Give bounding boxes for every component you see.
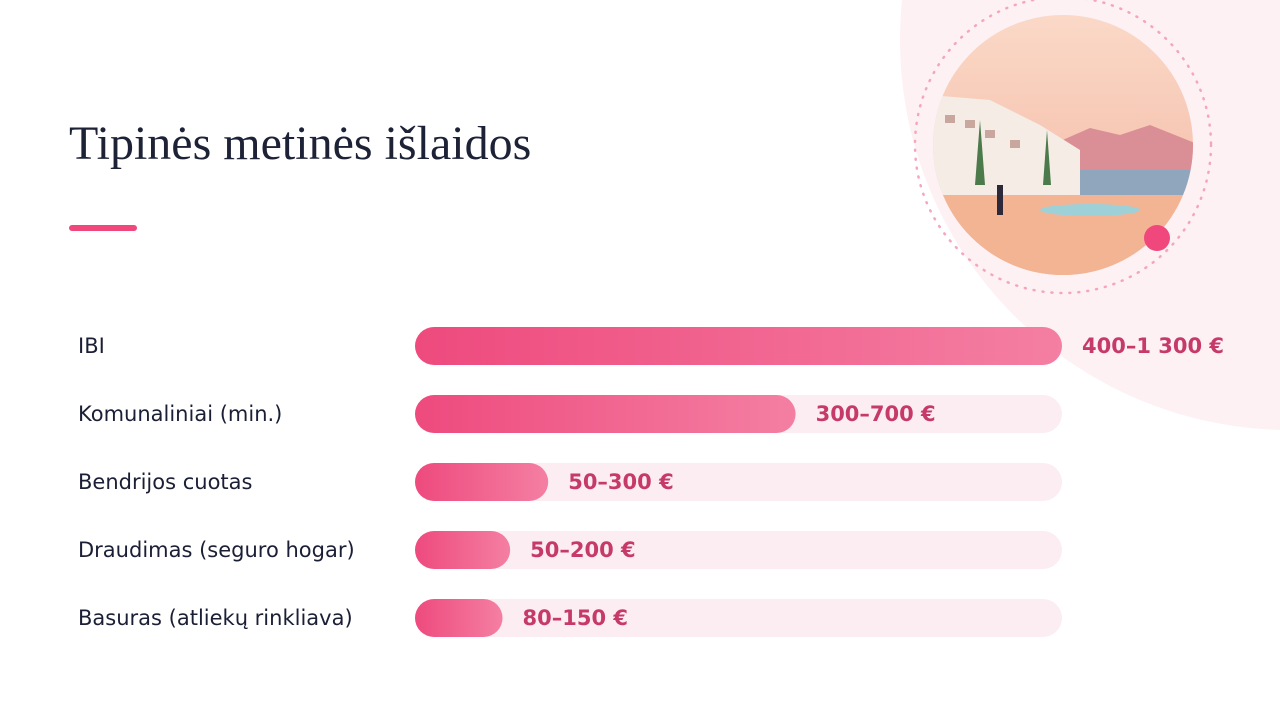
value-label: 50–200 € [530,538,635,562]
title-underline [69,225,137,231]
category-label: Komunaliniai (min.) [78,402,282,426]
value-label: 80–150 € [523,606,628,630]
bar [415,395,796,433]
dotted-ring [913,0,1213,295]
bar [415,599,503,637]
value-label: 400–1 300 € [1082,334,1224,358]
value-label: 300–700 € [816,402,936,426]
bar-track [415,599,1062,637]
value-label: 50–300 € [568,470,673,494]
bar [415,463,549,501]
category-label: Bendrijos cuotas [78,470,252,494]
bar [415,531,511,569]
bar-track [415,531,1062,569]
bar-track [415,463,1062,501]
category-label: Draudimas (seguro hogar) [78,538,355,562]
category-label: Basuras (atliekų rinkliava) [78,606,353,630]
bar [415,327,1062,365]
chart-title: Tipinės metinės išlaidos [69,117,531,170]
accent-dot [1144,225,1170,251]
category-label: IBI [78,334,105,358]
